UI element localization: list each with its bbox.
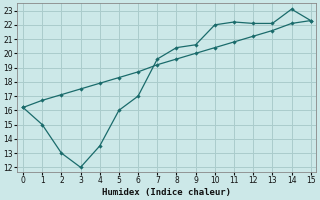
X-axis label: Humidex (Indice chaleur): Humidex (Indice chaleur) (102, 188, 231, 197)
